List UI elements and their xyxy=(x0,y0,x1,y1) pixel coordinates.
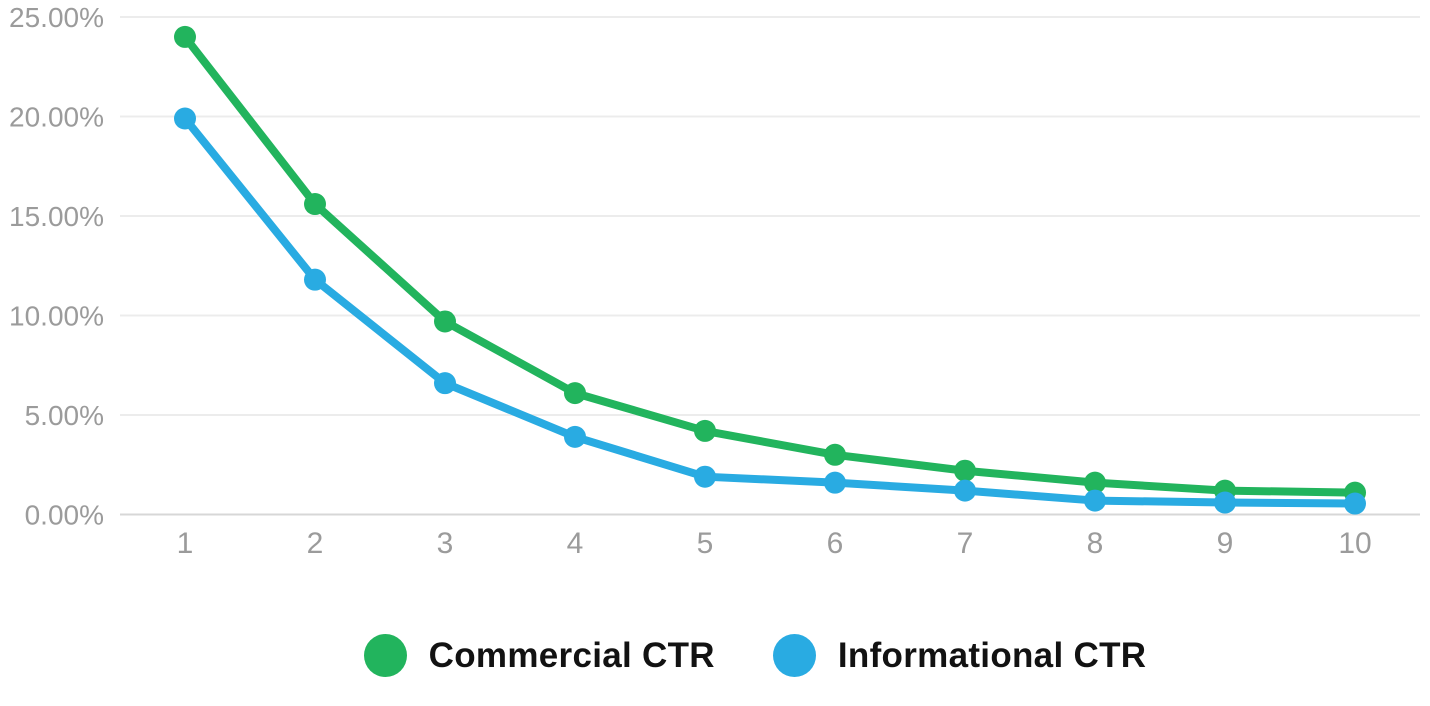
chart-legend: Commercial CTR Informational CTR xyxy=(0,634,1430,677)
x-tick-label: 8 xyxy=(1087,527,1104,560)
data-point-informational-5 xyxy=(694,465,716,488)
ctr-by-position-line-chart: 0.00% 5.00% 10.00% 15.00% 20.00% 25.00% 1 2 3 4 5 6… xyxy=(9,2,1420,560)
data-point-commercial-1 xyxy=(174,25,196,48)
x-tick-label: 2 xyxy=(307,527,324,560)
data-point-commercial-8 xyxy=(1084,471,1106,494)
x-tick-label: 3 xyxy=(437,527,454,560)
data-point-informational-3 xyxy=(434,372,456,395)
data-point-commercial-3 xyxy=(434,310,456,333)
legend-item-commercial: Commercial CTR xyxy=(363,634,715,677)
data-point-informational-6 xyxy=(824,471,846,494)
data-point-informational-7 xyxy=(954,479,976,502)
y-tick-label: 10.00% xyxy=(9,301,104,332)
y-tick-label: 20.00% xyxy=(9,102,104,133)
x-tick-label: 7 xyxy=(957,527,974,560)
legend-marker-informational-icon xyxy=(772,634,816,677)
y-tick-label: 25.00% xyxy=(9,2,104,33)
data-point-informational-2 xyxy=(304,268,326,291)
y-tick-label: 15.00% xyxy=(9,201,104,232)
data-point-informational-4 xyxy=(564,425,586,448)
data-point-commercial-2 xyxy=(304,193,326,216)
data-point-commercial-7 xyxy=(954,459,976,482)
data-point-commercial-5 xyxy=(694,419,716,442)
series-line-informational xyxy=(181,114,1359,508)
x-tick-label: 4 xyxy=(567,527,584,560)
data-point-informational-9 xyxy=(1214,491,1236,514)
data-point-commercial-6 xyxy=(824,443,846,466)
x-tick-label: 10 xyxy=(1338,527,1371,560)
x-tick-label: 6 xyxy=(827,527,844,560)
y-tick-label: 5.00% xyxy=(25,400,104,431)
legend-item-informational: Informational CTR xyxy=(772,634,1147,677)
legend-marker-commercial-icon xyxy=(363,634,407,677)
data-point-informational-8 xyxy=(1084,489,1106,512)
y-tick-label: 0.00% xyxy=(25,500,104,531)
legend-label-informational: Informational CTR xyxy=(837,635,1147,675)
x-tick-label: 9 xyxy=(1217,527,1234,560)
data-point-informational-10 xyxy=(1344,492,1366,515)
data-point-informational-1 xyxy=(174,107,196,130)
series-line-commercial xyxy=(181,32,1359,497)
x-tick-label: 1 xyxy=(177,527,194,560)
x-tick-label: 5 xyxy=(697,527,714,560)
legend-label-commercial: Commercial CTR xyxy=(428,635,715,675)
data-point-commercial-4 xyxy=(564,382,586,405)
